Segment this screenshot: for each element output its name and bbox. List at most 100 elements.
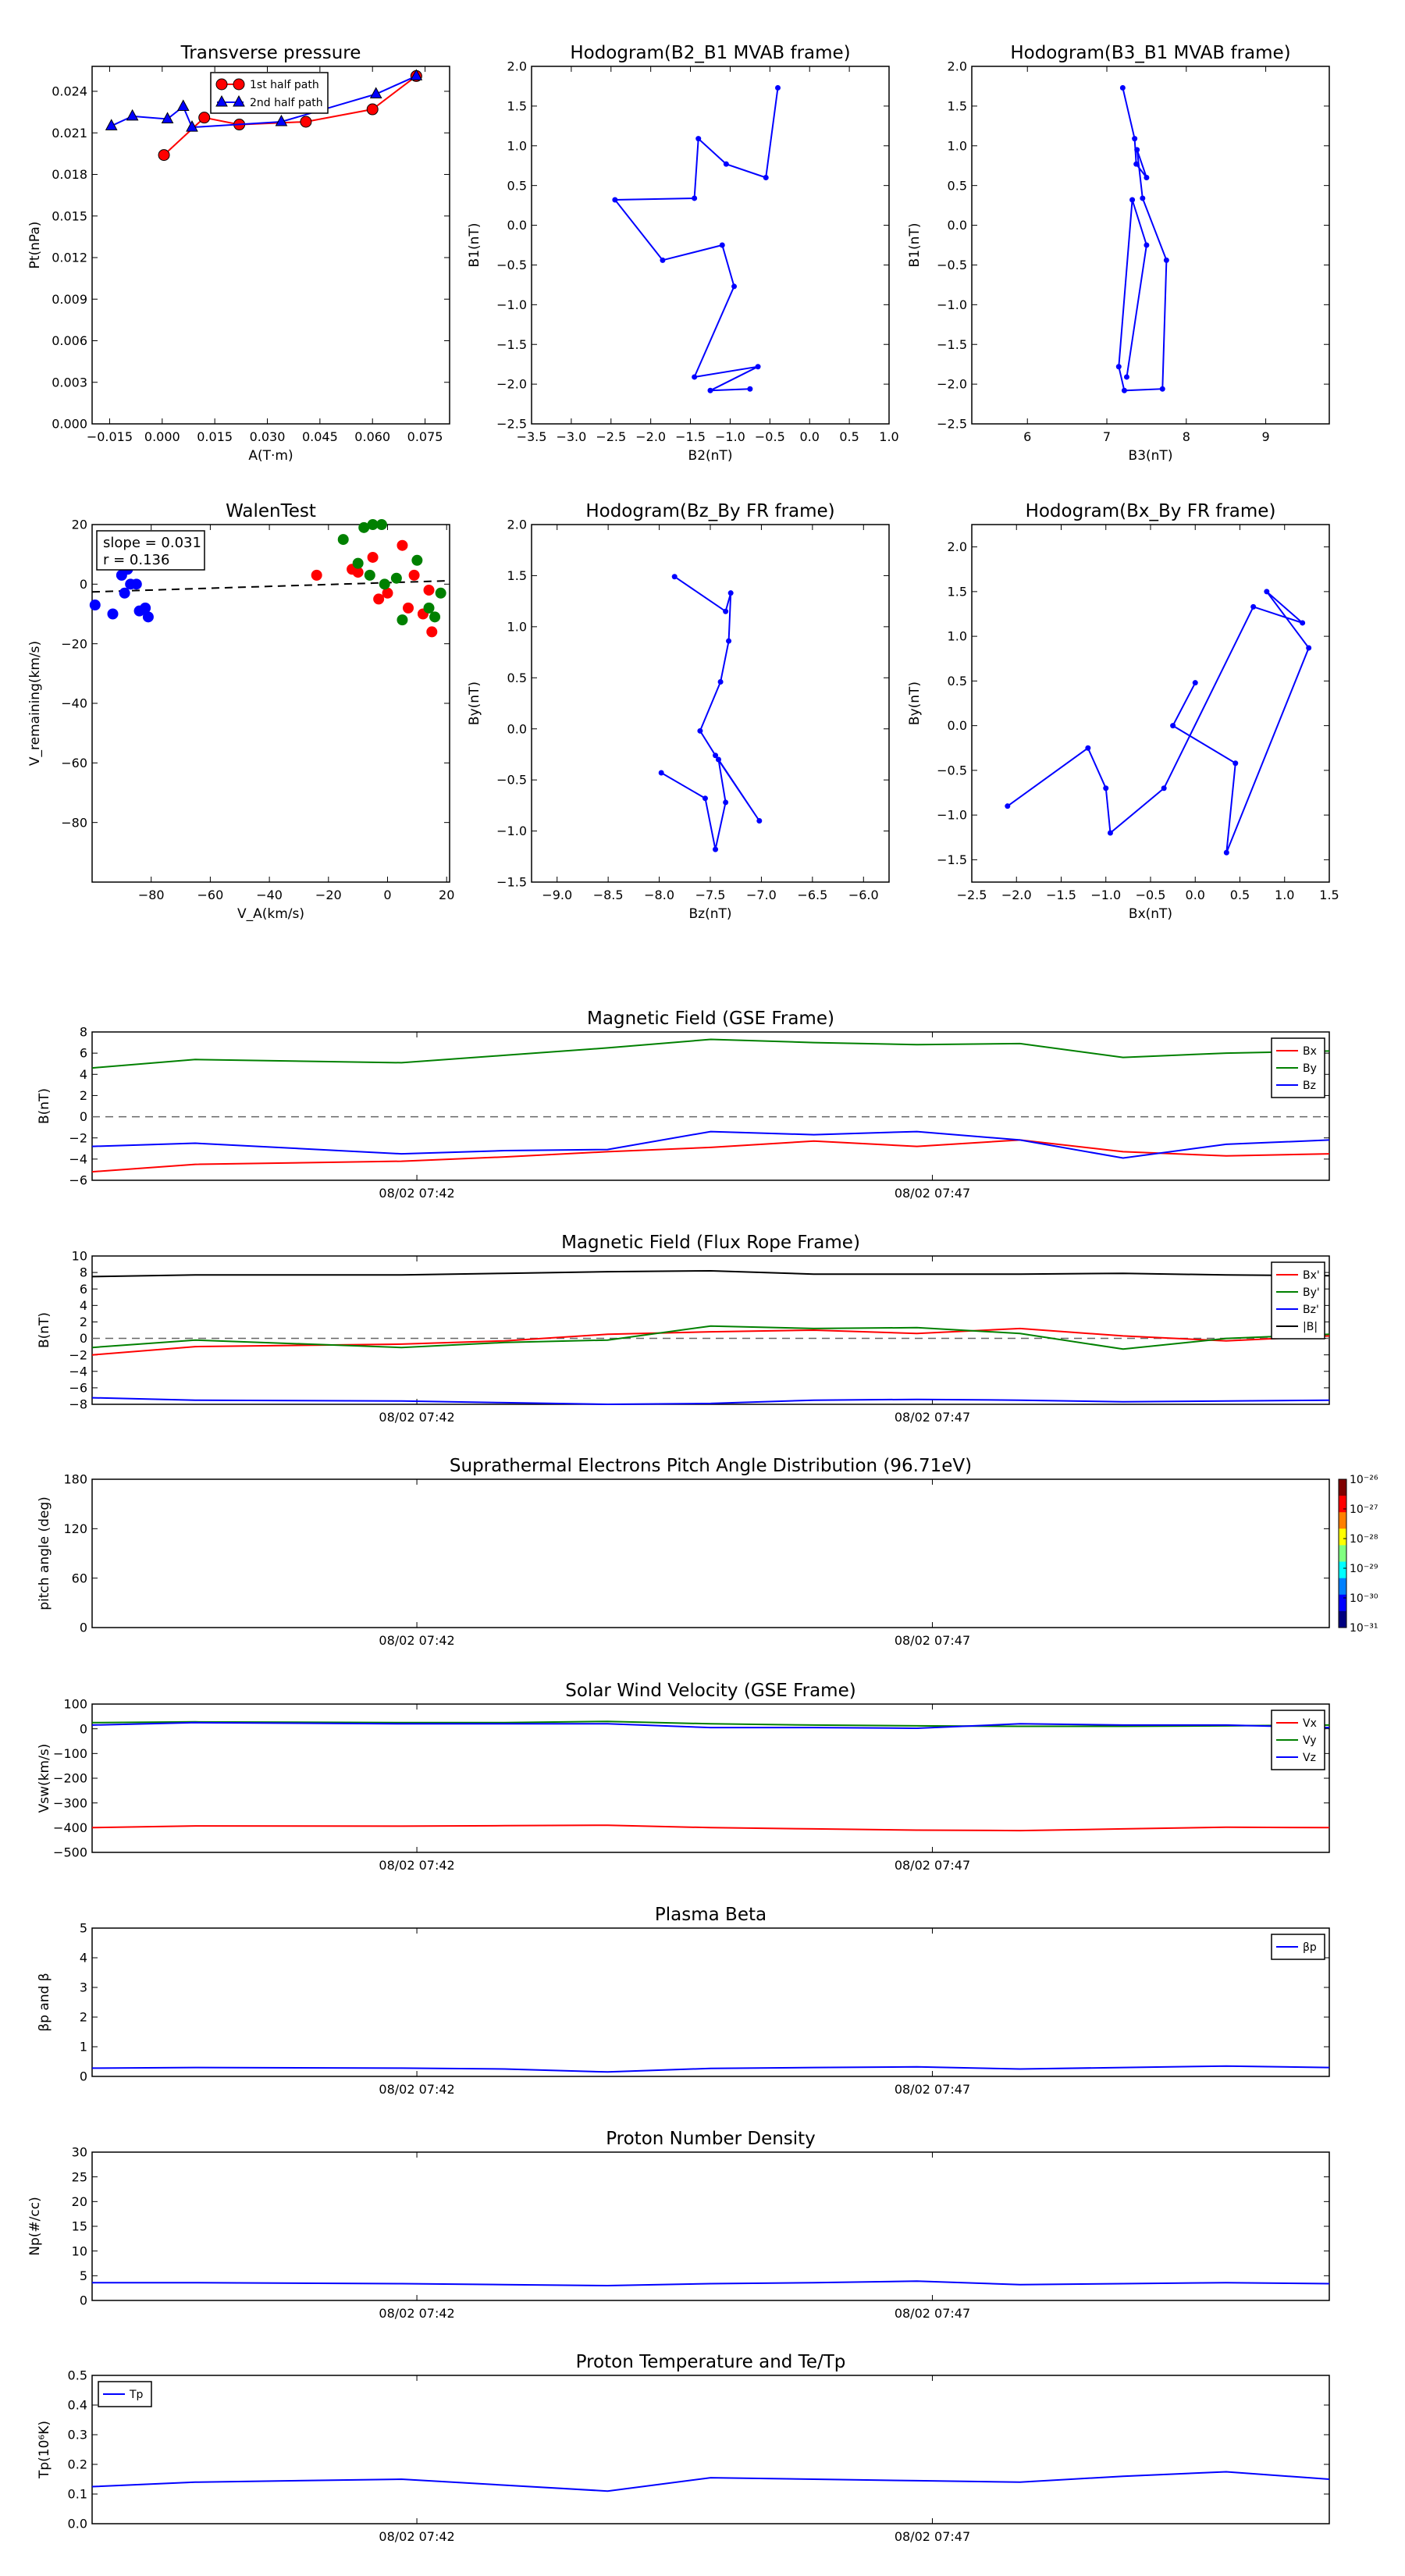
- colorbar-segment: [1339, 1561, 1346, 1579]
- hodogram-point: [1192, 680, 1198, 686]
- y-tick-label: 1.5: [507, 568, 527, 583]
- y-tick-label: 1.0: [948, 138, 967, 153]
- chart-title: Magnetic Field (Flux Rope Frame): [561, 1233, 860, 1253]
- walen-point: [435, 587, 446, 599]
- x-tick-label: −60: [197, 888, 224, 902]
- data-point: [300, 116, 312, 128]
- y-tick-label: −2.5: [496, 417, 527, 432]
- x-tick-label: 0.075: [407, 429, 443, 444]
- y-tick-label: 1: [80, 2040, 87, 2055]
- hodogram-point: [658, 770, 664, 776]
- y-tick-label: 0.003: [52, 375, 87, 390]
- plot-frame: [531, 66, 890, 425]
- chart-title: Transverse pressure: [180, 43, 361, 63]
- y-tick-label: 2: [80, 1088, 87, 1103]
- y-tick-label: −1.5: [496, 875, 527, 890]
- x-tick-label: 0: [383, 888, 391, 902]
- y-axis-label: βp and β: [37, 1973, 52, 2031]
- y-tick-label: 0.5: [507, 671, 527, 685]
- x-tick-label: 08/02 07:47: [895, 2529, 970, 2544]
- series-line: [91, 1269, 1330, 1278]
- hodogram-point: [1232, 760, 1239, 767]
- y-tick-label: 8: [80, 1025, 87, 1040]
- hodogram-point: [715, 756, 721, 763]
- x-tick-label: 9: [1261, 429, 1269, 444]
- series-line: [91, 1130, 1330, 1159]
- x-tick-label: 6: [1023, 429, 1031, 444]
- walen-point: [367, 551, 379, 563]
- x-tick-label: 0.045: [302, 429, 338, 444]
- y-tick-label: 2.0: [948, 59, 967, 74]
- hodogram-point: [1129, 197, 1136, 203]
- x-tick-label: −0.015: [87, 429, 133, 444]
- colorbar-segment: [1339, 1594, 1346, 1612]
- walen-point: [119, 587, 130, 599]
- y-axis-label: Pt(nPa): [27, 222, 43, 269]
- legend-marker: [215, 94, 228, 107]
- y-axis-label: B1(nT): [467, 223, 482, 268]
- x-tick-label: −9.0: [542, 888, 572, 902]
- y-tick-label: −60: [61, 756, 87, 770]
- x-tick-label: 0.030: [250, 429, 286, 444]
- x-axis-label: A(T·m): [248, 448, 293, 464]
- hodogram-h4: Hodogram(Bx_By FR frame) −2.5 −2.0 −1.5 −1.0…: [907, 501, 1339, 922]
- y-tick-label: −0.5: [937, 763, 967, 777]
- plot-frame: [91, 2375, 1330, 2524]
- y-axis-label: B(nT): [37, 1312, 52, 1348]
- x-tick-label: −2.0: [1001, 888, 1032, 902]
- chart-title: Suprathermal Electrons Pitch Angle Distr…: [450, 1456, 972, 1476]
- walen-point: [130, 578, 142, 590]
- hodogram-point: [1133, 161, 1140, 167]
- walen-point: [375, 519, 387, 530]
- hodogram-point: [612, 197, 618, 203]
- y-tick-label: 1.5: [948, 98, 967, 113]
- y-tick-label: 10: [72, 1249, 87, 1264]
- hodogram-point: [671, 574, 678, 580]
- y-axis-label: V_remaining(km/s): [27, 641, 43, 766]
- series-line: [111, 75, 417, 129]
- y-tick-label: 4: [80, 1067, 87, 1082]
- x-tick-label: −40: [256, 888, 283, 902]
- chart-title: Hodogram(B3_B1 MVAB frame): [1010, 43, 1290, 63]
- y-tick-label: −40: [61, 696, 87, 711]
- y-tick-label: 120: [63, 1521, 87, 1536]
- legend-label: Vz: [1303, 1752, 1316, 1764]
- y-tick-label: 4: [80, 1298, 87, 1313]
- chart-title: Hodogram(Bx_By FR frame): [1026, 501, 1276, 521]
- chart-title: WalenTest: [226, 501, 316, 521]
- hodogram-point: [763, 174, 769, 180]
- colorbar-segment: [1339, 1512, 1346, 1529]
- y-tick-label: −1.0: [937, 808, 967, 823]
- y-tick-label: −100: [53, 1746, 87, 1761]
- x-tick-label: −8.5: [593, 888, 624, 902]
- x-tick-label: −6.5: [797, 888, 827, 902]
- hodogram-point: [1144, 242, 1150, 248]
- x-axis-label: Bx(nT): [1129, 906, 1172, 922]
- y-tick-label: 0: [80, 2293, 87, 2308]
- y-tick-label: 30: [72, 2145, 87, 2160]
- y-tick-label: 0.012: [52, 251, 87, 265]
- data-point: [366, 103, 379, 116]
- y-tick-label: −6: [69, 1173, 87, 1188]
- legend-label: |B|: [1303, 1321, 1318, 1333]
- hodogram-point: [723, 161, 729, 167]
- y-tick-label: −400: [53, 1820, 87, 1835]
- data-point: [369, 87, 382, 99]
- y-tick-label: 60: [72, 1571, 87, 1585]
- x-tick-label: 08/02 07:42: [379, 2529, 454, 2544]
- hodogram-point: [775, 84, 781, 91]
- hodogram-point: [756, 817, 763, 824]
- hodogram-point: [1223, 849, 1229, 856]
- y-tick-label: −1.5: [937, 337, 967, 352]
- hodogram-point: [660, 257, 666, 263]
- y-tick-label: 0.5: [68, 2368, 87, 2383]
- hodogram-point: [731, 283, 738, 290]
- x-tick-label: 08/02 07:47: [895, 1186, 970, 1201]
- hodogram-point: [707, 387, 713, 393]
- hodogram-point: [723, 799, 729, 806]
- y-axis-label: Tp(10⁶K): [37, 2421, 52, 2479]
- y-tick-label: 5: [80, 2268, 87, 2283]
- hodogram-point: [1144, 174, 1150, 180]
- y-tick-label: 8: [80, 1265, 87, 1280]
